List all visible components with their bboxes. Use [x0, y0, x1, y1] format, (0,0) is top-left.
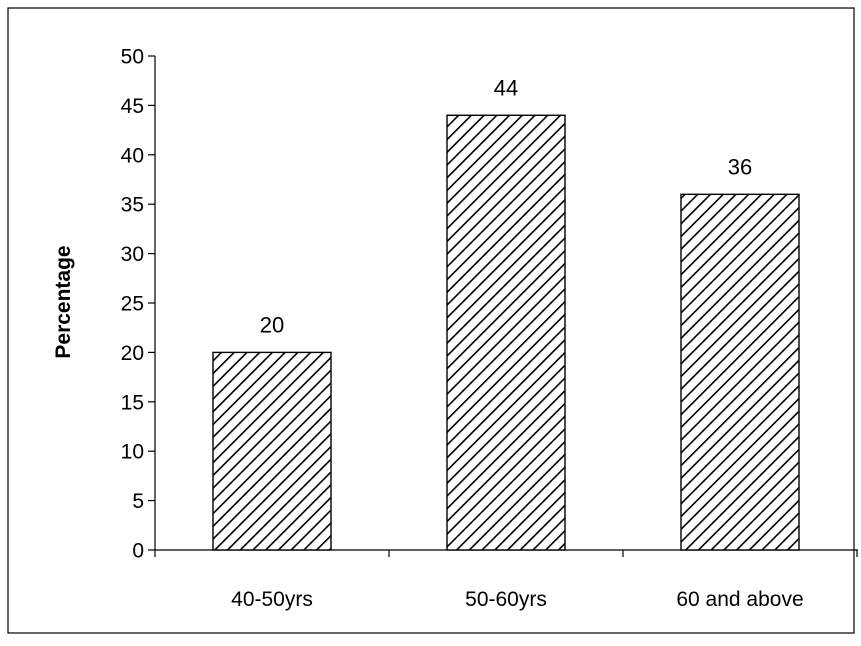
y-tick-label: 45 — [121, 95, 144, 118]
y-tick-label: 30 — [121, 243, 144, 266]
y-tick-label: 5 — [132, 490, 144, 513]
x-category-label: 40-50yrs — [231, 588, 313, 611]
y-tick-label: 20 — [121, 342, 144, 365]
data-label: 20 — [260, 312, 284, 337]
data-label: 36 — [728, 154, 752, 179]
x-category-label: 60 and above — [676, 588, 803, 611]
data-label: 44 — [494, 75, 518, 100]
y-tick-label: 15 — [121, 391, 144, 414]
y-tick-label: 40 — [121, 144, 144, 167]
y-tick-label: 35 — [121, 194, 144, 217]
y-axis-title: Percentage — [52, 245, 75, 358]
bar — [446, 114, 566, 551]
x-category-label: 50-60yrs — [465, 588, 547, 611]
y-tick-label: 0 — [132, 540, 144, 563]
y-tick-label: 50 — [121, 46, 144, 69]
bar — [680, 193, 800, 551]
bar — [212, 351, 332, 551]
y-tick-label: 25 — [121, 293, 144, 316]
plot-area: 0 5 10 15 20 25 30 35 40 45 50 20 40-50yrs 44 50-60yrs… — [121, 46, 858, 611]
y-tick-label: 10 — [121, 441, 144, 464]
